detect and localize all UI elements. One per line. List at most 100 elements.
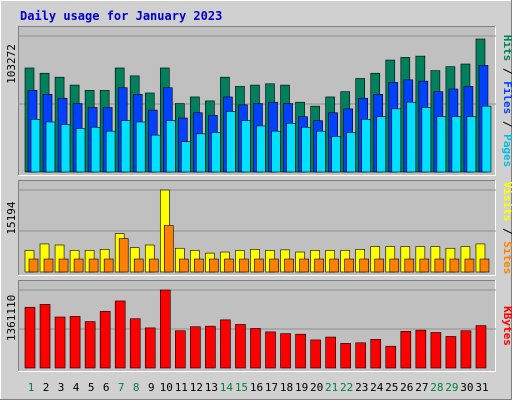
kbytes-bar	[54, 316, 66, 369]
kbytes-bar	[129, 318, 141, 369]
pages-bar	[165, 120, 176, 173]
pages-bar	[150, 134, 161, 173]
pages-bar	[120, 120, 131, 173]
kbytes-bar	[24, 306, 36, 369]
sites-bar	[73, 258, 84, 273]
pages-bar	[286, 122, 296, 173]
sites-bar	[209, 258, 219, 273]
kbytes-bar	[114, 300, 126, 369]
day-label: 17	[265, 381, 278, 394]
kbytes-bar	[99, 310, 111, 369]
sites-bar	[299, 258, 309, 273]
day-label: 19	[295, 381, 308, 394]
kbytes-bar	[175, 330, 186, 369]
pages-bar	[376, 116, 387, 173]
kbytes-bar	[144, 327, 156, 369]
kbytes-bar	[159, 289, 171, 369]
sites-bar	[179, 258, 189, 273]
pages-bar	[90, 126, 101, 173]
chart-title: Daily usage for January 2023	[20, 9, 222, 23]
pages-bar	[481, 105, 492, 173]
sites-bar	[329, 258, 339, 273]
sites-bar	[88, 258, 99, 273]
sites-bar	[389, 258, 400, 273]
sites-bar	[133, 258, 144, 273]
kbytes-bar	[460, 330, 472, 369]
day-label: 6	[103, 381, 110, 394]
sites-bar	[269, 258, 279, 273]
sites-bar	[374, 258, 385, 273]
sites-bar	[118, 238, 129, 273]
kbytes-bar	[355, 342, 367, 369]
kbytes-bar	[220, 319, 231, 369]
sites-bar	[103, 258, 114, 273]
y-max-label: 103272	[5, 44, 18, 84]
kbytes-bar	[295, 333, 306, 369]
pages-bar	[45, 121, 56, 173]
panel-visits-sites: 15194 Visits / Sites	[5, 180, 512, 276]
pages-bar	[196, 133, 206, 173]
kbytes-bar	[205, 325, 216, 369]
sites-bar	[43, 258, 54, 273]
day-label: 30	[460, 381, 473, 394]
day-label: 21	[325, 381, 338, 394]
day-axis: 1 2 3 4 5 6 7 8 9 10 11 12 13 14 15 16 17 18 19 20 21 22 23 24 2…	[28, 381, 489, 394]
pages-bar	[271, 130, 281, 173]
sites-bar	[148, 258, 159, 273]
legend-kbytes: KBytes	[501, 306, 512, 346]
day-label: 22	[340, 381, 353, 394]
pages-bar	[406, 101, 417, 173]
day-label: 27	[415, 381, 428, 394]
panel-kbytes: 1361110 KBytes	[5, 280, 512, 372]
day-label: 15	[235, 381, 248, 394]
day-label: 31	[475, 381, 488, 394]
sites-bar	[419, 258, 430, 273]
y-max-label: 1361110	[5, 295, 18, 341]
day-label: 24	[370, 381, 384, 394]
pages-bar	[391, 108, 402, 173]
day-label: 16	[250, 381, 263, 394]
kbytes-bar	[340, 343, 351, 369]
sites-bar	[58, 258, 69, 273]
pages-bar	[421, 107, 432, 173]
kbytes-bar	[445, 336, 457, 369]
sites-bar	[464, 258, 475, 273]
sites-bar	[449, 258, 460, 273]
day-label: 10	[160, 381, 173, 394]
sites-bar	[344, 258, 354, 273]
kbytes-bar	[385, 345, 397, 369]
sites-bar	[404, 258, 415, 273]
sites-bar	[224, 258, 234, 273]
day-label: 5	[88, 381, 95, 394]
pages-bar	[256, 125, 266, 173]
pages-bar	[301, 126, 311, 173]
sites-bar	[194, 258, 204, 273]
pages-bar	[30, 119, 41, 173]
kbytes-bar	[69, 316, 81, 369]
pages-bar	[105, 130, 116, 173]
pages-bar	[331, 136, 341, 173]
pages-bar	[316, 130, 326, 173]
day-label: 4	[73, 381, 80, 394]
legend-hits-files-pages: Hits / Files / Pages	[501, 35, 512, 168]
day-label: 26	[400, 381, 413, 394]
kbytes-bar	[250, 328, 261, 369]
pages-bar	[60, 124, 71, 173]
sites-bar	[359, 258, 370, 273]
day-label: 13	[205, 381, 218, 394]
day-label: 1	[28, 381, 35, 394]
pages-bar	[361, 119, 372, 173]
kbytes-bar	[400, 331, 412, 369]
day-label: 29	[445, 381, 458, 394]
day-label: 25	[385, 381, 398, 394]
sites-bar	[479, 258, 490, 273]
pages-bar	[451, 116, 462, 173]
kbytes-bar	[475, 325, 487, 369]
sites-bar	[314, 258, 324, 273]
kbytes-bar	[370, 339, 382, 369]
pages-bar	[211, 132, 221, 173]
day-label: 3	[58, 381, 65, 394]
day-label: 14	[220, 381, 234, 394]
kbytes-bar	[265, 331, 276, 369]
kbytes-bar	[325, 336, 336, 369]
